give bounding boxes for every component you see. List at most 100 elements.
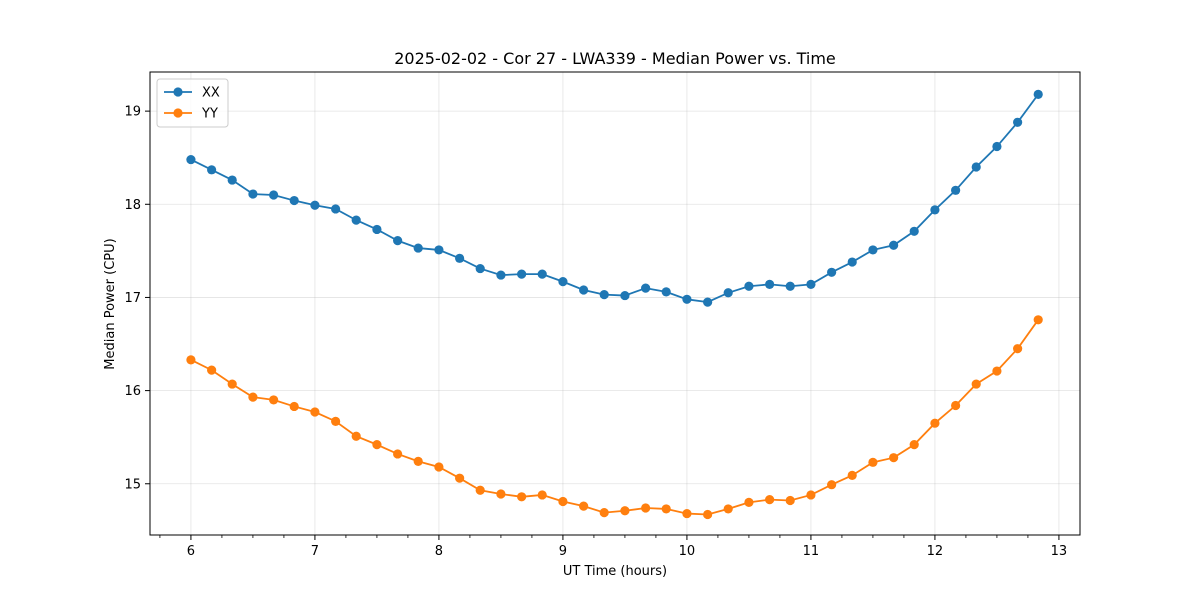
data-point-xx: [806, 279, 816, 290]
data-point-yy: [475, 485, 485, 495]
x-tick-label: 12: [927, 544, 944, 559]
data-point-xx: [723, 288, 733, 298]
y-axis-label: Median Power (CPU): [103, 238, 118, 369]
data-point-xx: [599, 290, 609, 300]
x-tick-label: 13: [1051, 544, 1068, 559]
data-point-yy: [599, 508, 609, 518]
data-point-xx: [455, 253, 465, 263]
data-point-xx: [496, 270, 506, 280]
data-point-xx: [930, 205, 940, 215]
data-point-yy: [310, 407, 320, 417]
data-point-xx: [703, 297, 713, 307]
data-point-yy: [558, 496, 568, 507]
data-point-xx: [744, 281, 754, 291]
plot-area: 6 7 8 9 10 11 12 13 15 16 17 18 19 XX YY: [124, 71, 1081, 559]
legend-marker-yy: [173, 108, 183, 118]
data-point-yy: [207, 365, 217, 375]
data-point-yy: [620, 506, 630, 516]
data-point-yy: [641, 503, 651, 513]
data-point-xx: [682, 294, 692, 304]
y-tick-label: 19: [124, 105, 141, 120]
data-point-xx: [207, 165, 217, 175]
data-point-xx: [1013, 117, 1023, 127]
data-point-xx: [517, 269, 527, 279]
data-point-yy: [909, 440, 919, 450]
data-point-xx: [889, 240, 899, 250]
data-point-xx: [310, 200, 320, 210]
data-point-yy: [682, 508, 692, 519]
data-point-yy: [785, 495, 795, 506]
data-point-yy: [661, 504, 671, 514]
data-point-yy: [930, 418, 940, 428]
data-point-xx: [372, 224, 382, 235]
data-point-yy: [227, 379, 237, 389]
data-point-xx: [971, 162, 981, 172]
x-tick-label: 9: [559, 544, 567, 559]
data-point-yy: [537, 490, 547, 500]
data-point-yy: [806, 490, 816, 500]
data-point-yy: [847, 470, 857, 480]
data-point-yy: [269, 395, 279, 405]
data-point-xx: [620, 290, 630, 301]
data-point-yy: [496, 489, 506, 499]
data-point-xx: [186, 154, 196, 165]
data-point-xx: [579, 285, 589, 295]
data-point-xx: [909, 226, 919, 236]
y-tick-label: 17: [124, 291, 141, 306]
data-point-xx: [1033, 89, 1043, 99]
y-tick-label: 15: [124, 477, 141, 492]
x-tick-label: 6: [187, 544, 195, 559]
data-point-xx: [992, 141, 1002, 152]
data-point-xx: [475, 263, 485, 274]
data-point-xx: [269, 190, 279, 200]
data-point-xx: [827, 267, 837, 277]
data-point-yy: [723, 504, 733, 514]
data-point-xx: [351, 215, 361, 225]
data-point-xx: [641, 283, 651, 293]
y-tick-label: 18: [124, 198, 141, 213]
data-point-xx: [661, 287, 671, 297]
data-point-yy: [971, 379, 981, 389]
data-point-yy: [434, 462, 444, 472]
legend-label-yy: YY: [201, 107, 218, 122]
data-point-yy: [868, 457, 878, 467]
data-point-yy: [889, 453, 899, 463]
x-axis-label: UT Time (hours): [563, 564, 667, 579]
data-point-yy: [455, 473, 465, 483]
data-point-yy: [1033, 315, 1043, 325]
data-point-xx: [765, 279, 775, 290]
data-point-xx: [537, 269, 547, 279]
data-point-yy: [248, 392, 258, 402]
data-point-xx: [413, 243, 423, 253]
data-point-yy: [992, 366, 1002, 376]
x-tick-label: 11: [803, 544, 820, 559]
data-point-yy: [331, 416, 341, 426]
data-point-xx: [434, 245, 444, 255]
data-point-yy: [413, 456, 423, 467]
data-point-xx: [785, 281, 795, 291]
legend-marker-xx: [173, 87, 183, 97]
data-point-xx: [951, 185, 961, 195]
data-point-xx: [393, 236, 403, 246]
x-tick-label: 8: [435, 544, 443, 559]
data-point-yy: [517, 492, 527, 502]
data-point-yy: [703, 509, 713, 520]
data-point-xx: [868, 245, 878, 255]
data-point-xx: [847, 257, 857, 267]
data-point-yy: [289, 401, 299, 412]
x-tick-label: 7: [311, 544, 319, 559]
data-point-yy: [744, 497, 754, 507]
data-point-yy: [765, 494, 775, 505]
data-point-yy: [186, 355, 196, 365]
y-tick-label: 16: [124, 384, 141, 399]
data-point-yy: [827, 480, 837, 490]
data-point-yy: [1013, 344, 1023, 354]
data-point-yy: [579, 501, 589, 511]
chart-title: 2025-02-02 - Cor 27 - LWA339 - Median Po…: [394, 49, 836, 68]
data-point-xx: [289, 195, 299, 206]
data-point-xx: [248, 189, 258, 199]
data-point-yy: [351, 431, 361, 441]
data-point-yy: [372, 440, 382, 450]
axes-frame: [149, 71, 1081, 536]
